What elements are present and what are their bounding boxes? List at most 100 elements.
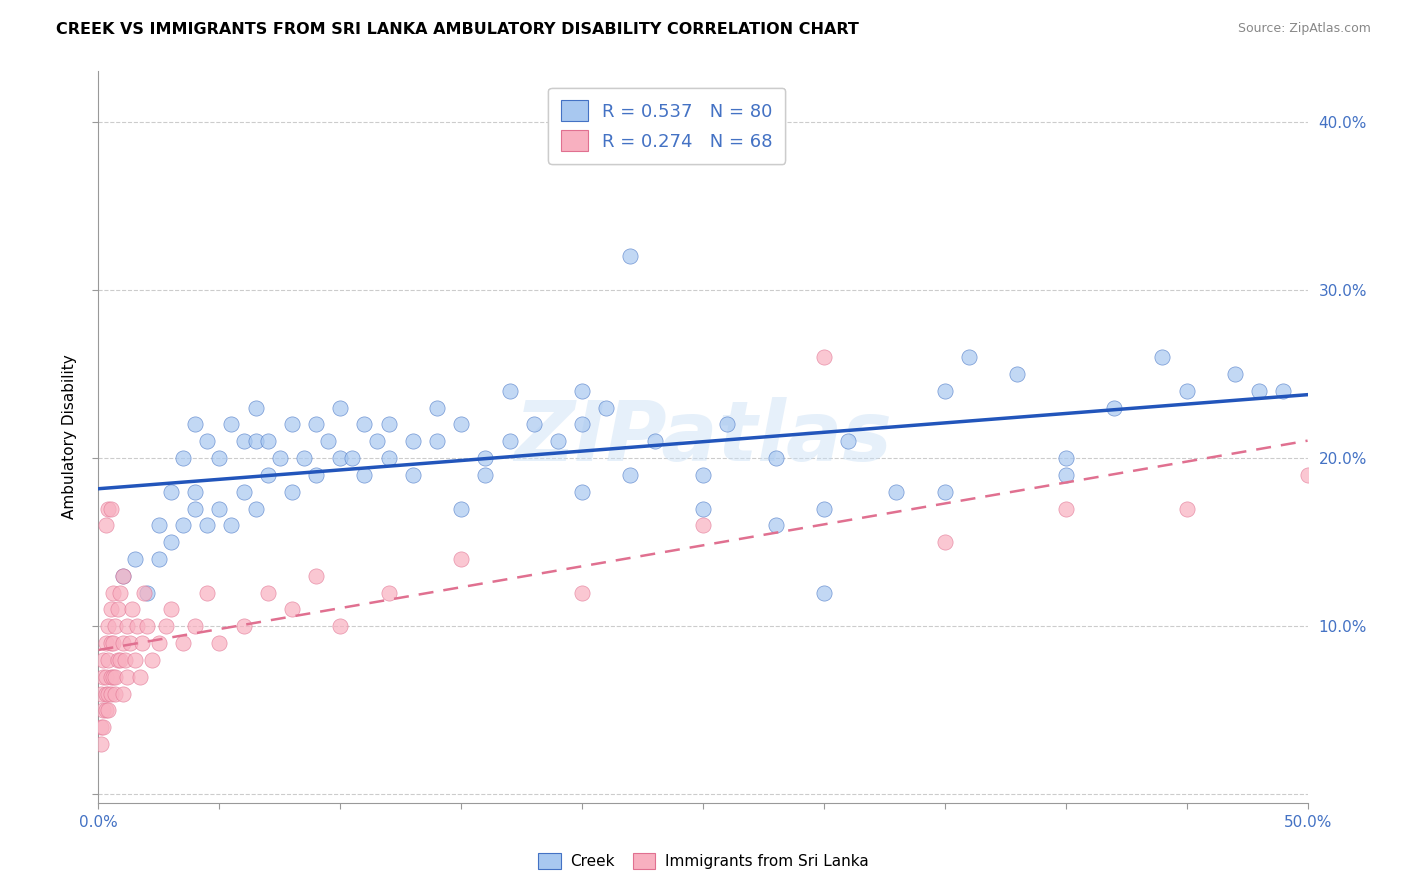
Point — [208, 636, 231, 650]
Point — [108, 585, 131, 599]
Point — [195, 585, 218, 599]
Point — [91, 670, 114, 684]
Point — [305, 569, 328, 583]
Point — [104, 619, 127, 633]
Point — [402, 434, 425, 449]
Point — [1272, 384, 1295, 398]
Point — [134, 585, 156, 599]
Point — [644, 434, 666, 449]
Point — [104, 670, 127, 684]
Point — [837, 434, 859, 449]
Point — [124, 552, 146, 566]
Point — [547, 434, 569, 449]
Point — [97, 686, 120, 700]
Point — [107, 653, 129, 667]
Point — [94, 670, 117, 684]
Point — [111, 686, 134, 700]
Point — [117, 619, 139, 633]
Point — [886, 484, 908, 499]
Point — [221, 417, 243, 432]
Point — [813, 585, 835, 599]
Point — [184, 417, 207, 432]
Point — [1007, 367, 1029, 381]
Y-axis label: Ambulatory Disability: Ambulatory Disability — [62, 355, 77, 519]
Point — [934, 535, 956, 549]
Point — [172, 636, 194, 650]
Point — [104, 686, 127, 700]
Point — [91, 703, 114, 717]
Point — [232, 484, 254, 499]
Point — [1152, 350, 1174, 364]
Point — [1249, 384, 1271, 398]
Point — [353, 467, 375, 482]
Point — [245, 401, 267, 415]
Point — [619, 249, 641, 263]
Point — [111, 569, 134, 583]
Point — [498, 434, 520, 449]
Text: ZIPatlas: ZIPatlas — [515, 397, 891, 477]
Point — [232, 619, 254, 633]
Point — [269, 451, 291, 466]
Point — [208, 501, 231, 516]
Point — [91, 653, 114, 667]
Point — [1296, 467, 1319, 482]
Point — [94, 703, 117, 717]
Point — [329, 451, 352, 466]
Point — [108, 653, 131, 667]
Point — [184, 501, 207, 516]
Point — [97, 703, 120, 717]
Point — [127, 619, 149, 633]
Point — [101, 636, 124, 650]
Point — [97, 619, 120, 633]
Point — [160, 484, 183, 499]
Point — [474, 467, 496, 482]
Point — [155, 619, 177, 633]
Point — [121, 602, 143, 616]
Point — [450, 501, 472, 516]
Point — [111, 569, 134, 583]
Point — [131, 636, 153, 650]
Point — [292, 451, 315, 466]
Point — [232, 434, 254, 449]
Legend: Creek, Immigrants from Sri Lanka: Creek, Immigrants from Sri Lanka — [531, 847, 875, 875]
Point — [90, 686, 112, 700]
Point — [90, 720, 112, 734]
Point — [305, 467, 328, 482]
Point — [1102, 401, 1125, 415]
Point — [377, 417, 399, 432]
Point — [716, 417, 738, 432]
Point — [245, 434, 267, 449]
Point — [765, 518, 787, 533]
Point — [97, 501, 120, 516]
Point — [148, 518, 170, 533]
Point — [1054, 467, 1077, 482]
Point — [281, 417, 304, 432]
Point — [256, 434, 278, 449]
Point — [184, 484, 207, 499]
Point — [111, 636, 134, 650]
Point — [100, 501, 122, 516]
Point — [571, 484, 593, 499]
Text: CREEK VS IMMIGRANTS FROM SRI LANKA AMBULATORY DISABILITY CORRELATION CHART: CREEK VS IMMIGRANTS FROM SRI LANKA AMBUL… — [56, 22, 859, 37]
Point — [100, 686, 122, 700]
Point — [256, 585, 278, 599]
Point — [1175, 501, 1198, 516]
Point — [329, 619, 352, 633]
Point — [281, 602, 304, 616]
Point — [571, 384, 593, 398]
Point — [148, 552, 170, 566]
Point — [100, 636, 122, 650]
Point — [172, 451, 194, 466]
Point — [595, 401, 617, 415]
Point — [329, 401, 352, 415]
Point — [91, 720, 114, 734]
Point — [957, 350, 980, 364]
Point — [135, 585, 157, 599]
Point — [101, 585, 124, 599]
Point — [1054, 451, 1077, 466]
Point — [316, 434, 339, 449]
Point — [934, 484, 956, 499]
Point — [94, 518, 117, 533]
Point — [172, 518, 194, 533]
Point — [377, 585, 399, 599]
